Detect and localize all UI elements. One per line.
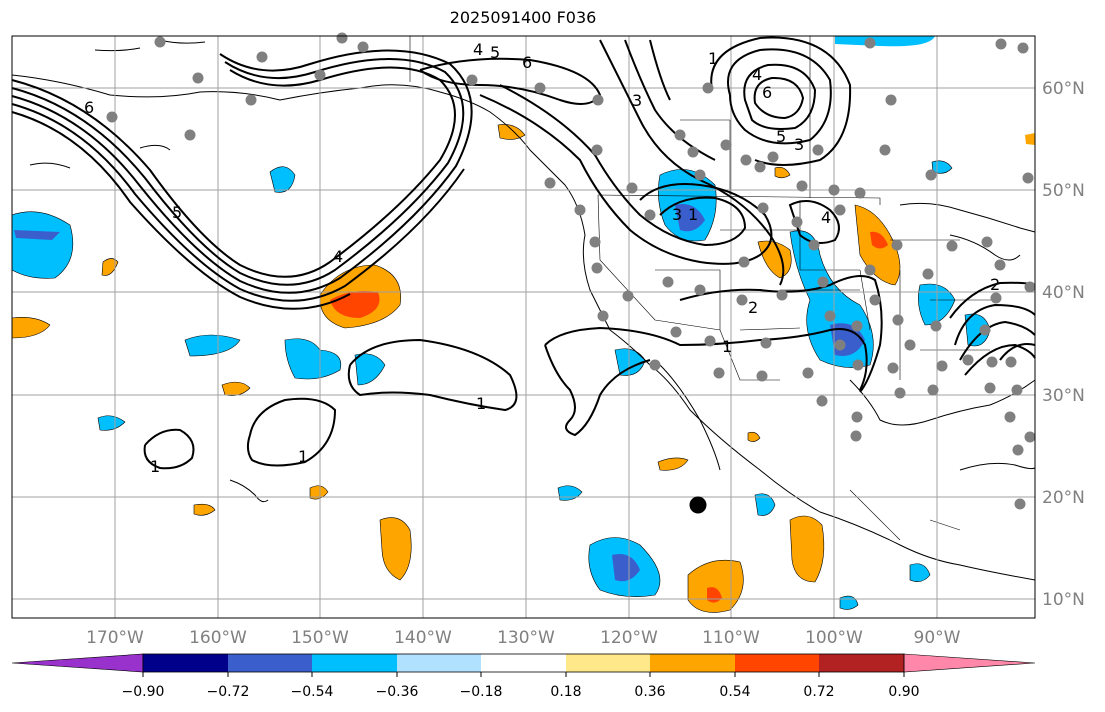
station-markers [106, 32, 1036, 510]
contour-label: 5 [490, 43, 500, 62]
colorbar-tick-label: −0.54 [291, 684, 334, 700]
colorbar-bin [566, 654, 650, 672]
contour-labels: 6 5 4 3 6 5 4 3 2 1 1 1 1 4 6 5 4 3 1 2 … [84, 40, 1000, 476]
contour-label: 1 [476, 394, 486, 413]
contour-label: 3 [672, 205, 682, 224]
lat-tick-label: 40°N [1042, 283, 1085, 303]
contour-label: 2 [990, 275, 1000, 294]
contour-label: 3 [794, 135, 804, 154]
contour-label: 1 [150, 457, 160, 476]
colorbar-tick-label: 0.72 [803, 684, 834, 700]
latitude-axis: 60°N 50°N 40°N 30°N 20°N 10°N [1042, 79, 1085, 610]
colorbar-bin [228, 654, 312, 672]
colorbar-bin [481, 654, 566, 672]
lat-tick-label: 20°N [1042, 488, 1085, 508]
colorbar-bin [735, 654, 819, 672]
map-title: 2025091400 F036 [449, 8, 597, 27]
colorbar-tick-label: −0.90 [122, 684, 165, 700]
colorbar-ticks [142, 672, 905, 677]
lon-tick-label: 170°W [86, 628, 144, 648]
contour-label: 3 [632, 91, 642, 110]
contour-label: 5 [776, 127, 786, 146]
lat-tick-label: 10°N [1042, 590, 1085, 610]
contour-label: 4 [333, 247, 343, 266]
contour-label: 4 [752, 65, 762, 84]
lat-tick-label: 50°N [1042, 181, 1085, 201]
contour-label: 6 [84, 98, 94, 117]
colorbar-extend-low [11, 653, 144, 673]
lon-tick-label: 150°W [291, 628, 349, 648]
lon-tick-label: 120°W [600, 628, 658, 648]
colorbar-tick-label: −0.36 [376, 684, 419, 700]
contour-label: 2 [748, 298, 758, 317]
colorbar-tick-label: 0.36 [634, 684, 665, 700]
lon-tick-label: 100°W [805, 628, 863, 648]
colorbar-bin [397, 654, 481, 672]
contour-label: 4 [821, 208, 831, 227]
colorbar-tick-label: 0.54 [719, 684, 750, 700]
coastlines [11, 39, 1036, 581]
colorbar-extend-high [903, 653, 1036, 673]
contour-label: 1 [722, 337, 732, 356]
contour-label: 1 [688, 205, 698, 224]
colorbar-tick-label: 0.90 [888, 684, 919, 700]
colorbar: −0.90 −0.72 −0.54 −0.36 −0.18 0.18 0.36 … [11, 653, 1036, 700]
contour-label: 4 [473, 40, 483, 59]
map-border [11, 35, 1036, 619]
colorbar-bin [650, 654, 735, 672]
colorbar-tick-label: −0.18 [460, 684, 503, 700]
colorbar-bin [143, 654, 228, 672]
colorbar-bin [312, 654, 397, 672]
lon-tick-label: 90°W [914, 628, 961, 648]
lon-tick-label: 140°W [394, 628, 452, 648]
contour-lines [11, 36, 1036, 470]
colorbar-tick-label: −0.72 [207, 684, 250, 700]
colorbar-bin [819, 654, 904, 672]
contour-label: 6 [522, 53, 532, 72]
colorbar-tick-label: 0.18 [550, 684, 581, 700]
lon-tick-label: 130°W [497, 628, 555, 648]
lat-tick-label: 60°N [1042, 79, 1085, 99]
contour-label: 1 [708, 49, 718, 68]
lon-tick-label: 110°W [702, 628, 760, 648]
map-panel: 6 5 4 3 6 5 4 3 2 1 1 1 1 4 6 5 4 3 1 2 … [11, 32, 1036, 619]
highlighted-station-marker [689, 496, 707, 514]
lat-tick-label: 30°N [1042, 386, 1085, 406]
lon-tick-label: 160°W [189, 628, 247, 648]
contour-label: 1 [298, 447, 308, 466]
longitude-axis: 170°W 160°W 150°W 140°W 130°W 120°W 110°… [86, 628, 961, 648]
contour-label: 5 [172, 203, 182, 222]
contour-label: 6 [762, 83, 772, 102]
